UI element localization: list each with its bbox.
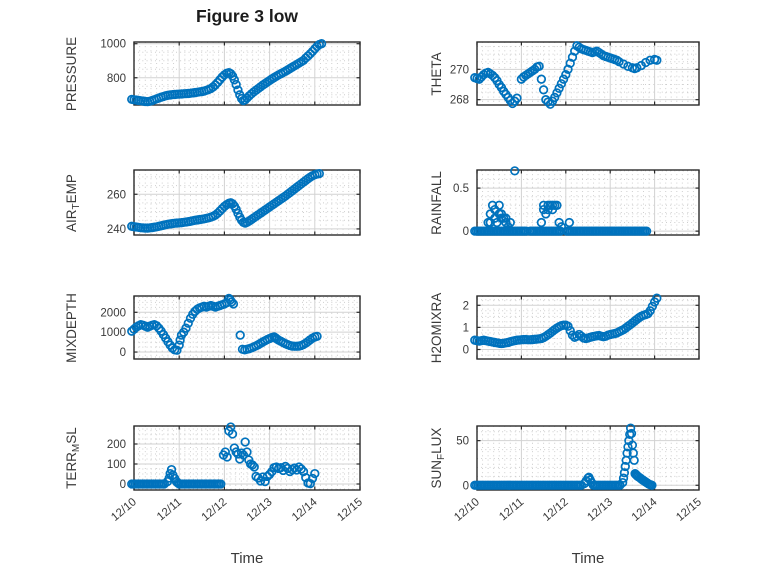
rainfall-chart: 00.5 [453,166,700,238]
x-tick-label: 12/11 [497,496,526,523]
y-tick-label: 0 [463,344,469,356]
y-tick-label: 0.5 [453,183,469,195]
x-tick-label: 12/15 [674,496,704,524]
y-tick-label: 0 [120,347,126,359]
x-tick-label: 12/10 [109,496,139,524]
terr-msl-chart: 0 100 200 12/10 12/11 12/12 12/13 12/14 12/15 [107,422,365,524]
pressure-chart: 800 1000 [100,39,361,107]
x-axis-label-right: Time [571,550,605,567]
y-tick-label: 1000 [100,39,126,51]
y-tick-label: 1000 [100,327,126,339]
figure-title: Figure 3 low [195,6,299,26]
x-axis-label-left: Time [230,550,264,567]
x-tick-label: 12/15 [335,496,365,524]
theta-chart: 268 270 [450,41,700,109]
x-tick-label: 12/14 [290,496,320,524]
x-tick-label: 12/13 [585,496,615,524]
x-tick-label: 12/13 [245,496,275,524]
x-tick-label: 12/10 [452,496,482,524]
mixdepth-chart: 0 1000 2000 [100,293,361,360]
h2omixra-chart: 0 1 2 [463,293,700,360]
y-tick-label: 268 [450,95,469,107]
y-tick-label: 260 [107,189,126,201]
y-tick-label: 0 [120,479,126,491]
y-tick-label: 2 [463,300,469,312]
y-tick-label: 0 [463,480,469,492]
x-tick-label: 12/12 [200,496,230,524]
y-tick-label: 200 [107,439,126,451]
y-tick-label: 240 [107,224,126,236]
y-tick-label: 800 [107,73,126,85]
y-tick-label: 100 [107,459,126,471]
x-tick-label: 12/12 [541,496,571,524]
y-tick-label: 1 [463,322,469,334]
x-tick-label: 12/14 [630,496,660,524]
x-tick-label: 12/11 [155,496,184,523]
y-tick-label: 270 [450,64,469,76]
y-tick-label: 50 [456,436,469,448]
y-tick-label: 0 [463,226,469,238]
air-temp-chart: 240 260 [107,168,361,236]
y-tick-label: 2000 [100,307,126,319]
sun-flux-chart: 0 50 12/10 12/11 12/12 12/13 12/14 12/15 [452,423,704,524]
